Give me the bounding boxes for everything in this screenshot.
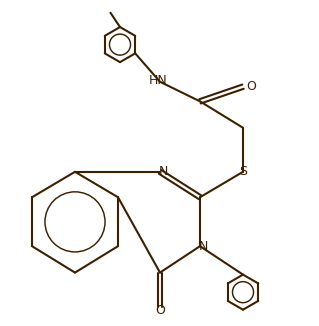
Text: N: N [199, 240, 209, 253]
Text: N: N [159, 165, 168, 178]
Text: S: S [239, 165, 247, 178]
Text: O: O [246, 80, 256, 93]
Text: HN: HN [149, 74, 168, 87]
Text: O: O [155, 304, 165, 317]
